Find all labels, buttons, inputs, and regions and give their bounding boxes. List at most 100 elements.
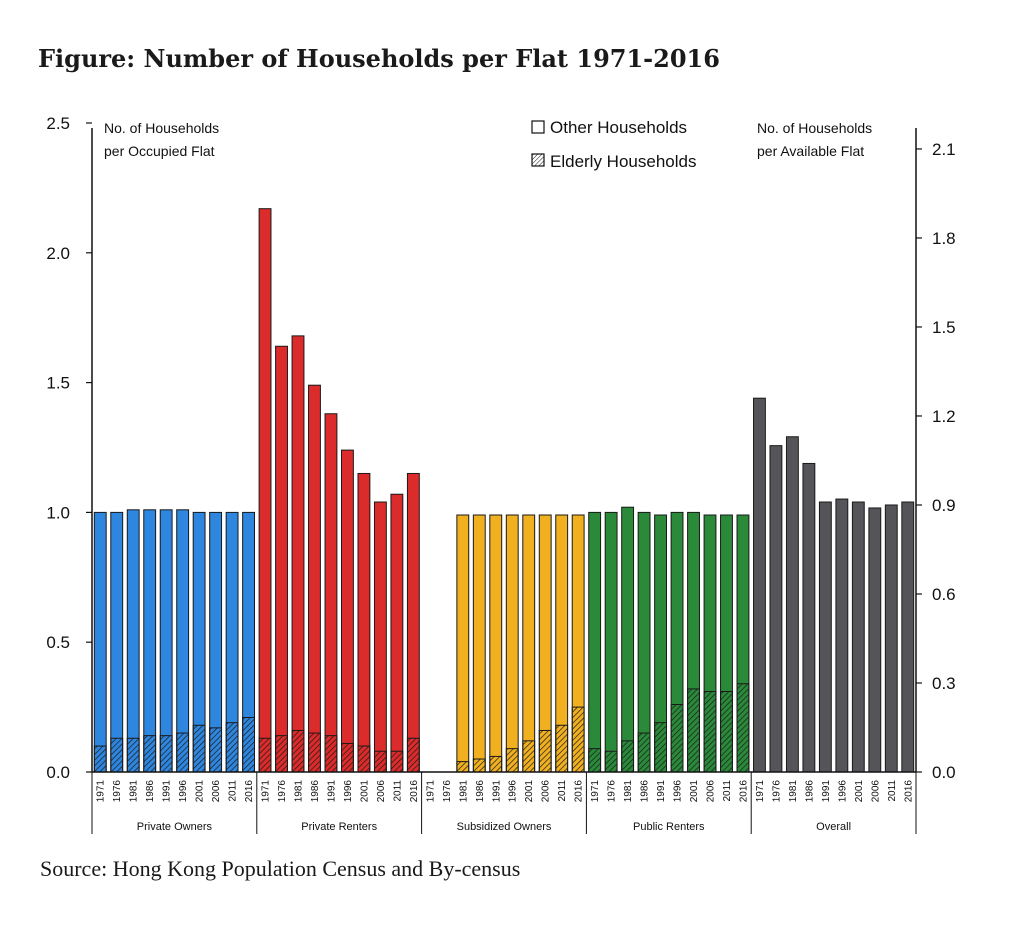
chart-title: Figure: Number of Households per Flat 19… <box>38 44 720 73</box>
left-tick-label: 0.0 <box>46 763 70 782</box>
bar-elderly-public-renters-1976 <box>604 750 618 773</box>
x-tick-label: 1986 <box>640 780 651 803</box>
x-tick-label: 1986 <box>310 780 321 803</box>
bar-elderly-subsidized-owners-2016 <box>571 706 585 773</box>
bar-public-renters-1971 <box>588 511 602 773</box>
x-tick-label: 2011 <box>228 780 239 802</box>
left-axis-label-line-2: per Occupied Flat <box>104 143 215 159</box>
bar-elderly-public-renters-1996 <box>670 704 684 773</box>
x-tick-label: 2016 <box>409 780 420 803</box>
bar-elderly-subsidized-owners-1986 <box>472 758 486 773</box>
bar-elderly-private-owners-1996 <box>176 732 190 773</box>
bar-overall-1976 <box>769 445 783 773</box>
bar-overall-1996 <box>835 498 849 773</box>
legend-label-elderly: Elderly Households <box>550 152 696 171</box>
bar-elderly-private-renters-1976 <box>275 735 288 773</box>
x-tick-label: 1991 <box>656 780 667 803</box>
bar-elderly-subsidized-owners-1991 <box>489 755 503 773</box>
right-tick-label: 0.9 <box>932 496 956 515</box>
bar-elderly-subsidized-owners-1981 <box>456 761 470 773</box>
bar-elderly-private-renters-2001 <box>357 745 371 773</box>
bar-elderly-public-renters-2001 <box>687 688 700 773</box>
left-tick-label: 0.5 <box>46 633 70 652</box>
group-label: Subsidized Owners <box>457 821 552 833</box>
x-tick-label: 1996 <box>837 780 848 803</box>
x-tick-label: 2006 <box>706 780 717 803</box>
x-tick-label: 2001 <box>195 780 206 803</box>
x-tick-label: 1996 <box>343 780 354 803</box>
bar-private-owners-1991 <box>159 509 173 773</box>
x-tick-label: 1981 <box>129 780 140 803</box>
x-tick-label: 2001 <box>524 780 535 803</box>
bar-elderly-public-renters-2006 <box>703 691 717 773</box>
x-tick-label: 1991 <box>821 780 832 803</box>
x-tick-label: 1996 <box>673 780 684 803</box>
right-tick-label: 0.3 <box>932 674 956 693</box>
bar-private-owners-1976 <box>110 511 124 773</box>
bar-subsidized-owners-2001 <box>522 514 536 773</box>
bar-elderly-private-owners-2011 <box>225 722 239 773</box>
bar-private-renters-1991 <box>324 413 338 773</box>
x-tick-label: 2011 <box>392 780 403 802</box>
x-tick-label: 1981 <box>294 780 305 803</box>
bar-private-renters-1971 <box>258 208 272 773</box>
bar-elderly-private-renters-2016 <box>406 737 420 773</box>
right-tick-label: 0.0 <box>932 763 956 782</box>
x-tick-label: 2011 <box>722 780 733 802</box>
bar-subsidized-owners-1986 <box>472 514 486 773</box>
bar-elderly-subsidized-owners-1996 <box>505 748 519 773</box>
bar-elderly-private-owners-1981 <box>126 737 140 773</box>
left-tick-label: 2.5 <box>46 114 70 133</box>
bar-subsidized-owners-1991 <box>489 514 503 773</box>
bar-overall-2006 <box>868 507 882 773</box>
x-tick-label: 2011 <box>557 780 568 802</box>
x-tick-label: 2006 <box>376 780 387 803</box>
right-tick-label: 2.1 <box>932 140 956 159</box>
x-tick-label: 1976 <box>277 780 288 803</box>
x-tick-label: 1971 <box>96 780 107 803</box>
bar-elderly-private-renters-1986 <box>308 732 321 773</box>
right-tick-label: 1.5 <box>932 318 956 337</box>
right-tick-label: 1.2 <box>932 407 956 426</box>
bar-private-renters-2001 <box>357 472 371 773</box>
x-tick-label: 2006 <box>211 780 222 803</box>
x-tick-label: 1976 <box>771 780 782 803</box>
legend-swatch-elderly <box>531 153 545 167</box>
x-tick-label: 1996 <box>178 780 189 803</box>
bar-private-renters-2006 <box>373 501 387 773</box>
legend: Other Households Elderly Households <box>531 118 696 171</box>
x-labels-layer: 1971 1976 1981 1986 1991 1996 2001 2006 2011 2016… <box>91 772 917 834</box>
x-tick-label: 1976 <box>442 780 453 803</box>
bar-elderly-subsidized-owners-2011 <box>555 724 569 773</box>
bar-private-owners-1971 <box>93 511 107 773</box>
bar-overall-2016 <box>901 501 915 773</box>
source-note: Source: Hong Kong Population Census and … <box>40 856 521 881</box>
x-tick-label: 2011 <box>887 780 898 802</box>
axes-layer <box>91 128 917 773</box>
x-tick-label: 1971 <box>590 780 601 803</box>
bar-elderly-public-renters-1986 <box>637 732 651 773</box>
x-tick-label: 1971 <box>261 780 272 803</box>
bar-elderly-public-renters-2016 <box>736 683 750 773</box>
x-tick-label: 1981 <box>788 780 799 803</box>
left-tick-label: 2.0 <box>46 244 70 263</box>
x-tick-label: 1991 <box>326 780 337 803</box>
bar-private-renters-1981 <box>291 335 305 773</box>
bar-overall-1986 <box>802 462 816 773</box>
bar-overall-1971 <box>753 397 766 773</box>
x-tick-label: 2016 <box>738 780 749 803</box>
legend-label-other: Other Households <box>550 118 687 137</box>
bar-elderly-private-owners-1971 <box>93 745 107 773</box>
bar-elderly-public-renters-1981 <box>621 740 635 773</box>
ticks-layer: 0.0 0.5 1.0 1.5 2.0 2.5 0.0 0.3 0.6 0.9 1.2 1.5 1.8 2… <box>46 114 955 782</box>
bar-overall-1991 <box>818 501 832 773</box>
bar-elderly-public-renters-1991 <box>654 722 668 773</box>
x-tick-label: 2001 <box>359 780 370 803</box>
bar-overall-2011 <box>884 504 898 773</box>
bar-public-renters-1981 <box>621 506 635 773</box>
group-label: Private Renters <box>301 821 377 833</box>
x-tick-label: 1971 <box>755 780 766 803</box>
bar-elderly-private-renters-1991 <box>324 735 338 773</box>
bar-elderly-private-owners-1991 <box>159 735 173 773</box>
bar-elderly-private-owners-1976 <box>110 737 124 773</box>
